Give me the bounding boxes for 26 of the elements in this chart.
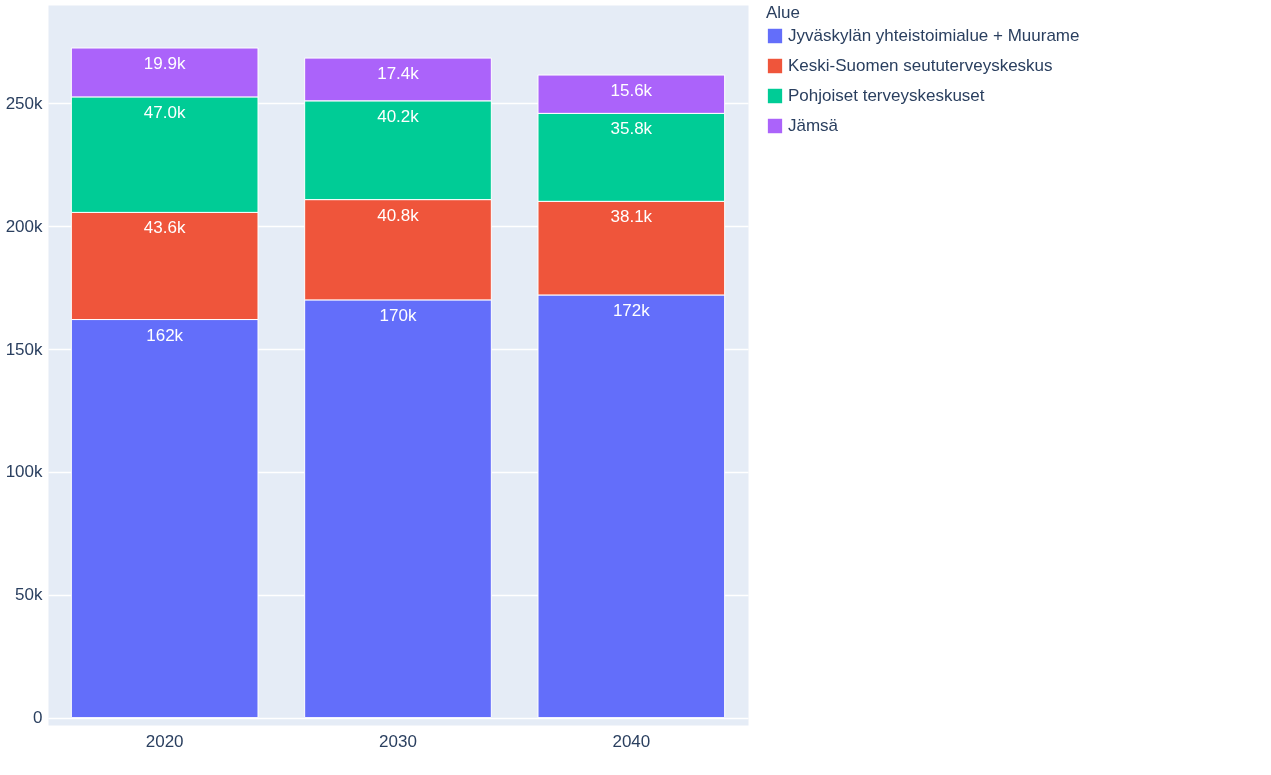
- legend-label: Jyväskylän yhteistoimialue + Muurame: [788, 26, 1080, 45]
- legend-label: Keski-Suomen seututerveyskeskus: [788, 56, 1053, 75]
- data-label: 43.6k: [143, 218, 186, 238]
- data-label: 172k: [612, 300, 651, 320]
- y-tick-label: 0: [33, 708, 43, 728]
- x-tick-label: 2020: [145, 731, 184, 751]
- data-label: 47.0k: [143, 102, 186, 122]
- data-label: 40.2k: [377, 106, 420, 126]
- data-label: 17.4k: [377, 64, 420, 84]
- y-tick-label: 250k: [5, 93, 43, 113]
- x-tick-label: 2040: [612, 731, 651, 751]
- data-label: 162k: [146, 325, 184, 345]
- y-tick-label: 100k: [5, 462, 43, 482]
- data-label: 15.6k: [610, 81, 653, 101]
- data-label: 38.1k: [610, 207, 653, 227]
- y-tick-label: 150k: [5, 339, 43, 359]
- data-label: 170k: [379, 305, 417, 325]
- x-tick-label: 2030: [379, 731, 417, 751]
- y-tick-label: 200k: [5, 216, 43, 236]
- legend-label: Pohjoiset terveyskeskuset: [788, 86, 985, 105]
- legend-label: Jämsä: [788, 116, 839, 135]
- data-label: 35.8k: [610, 119, 653, 139]
- y-tick-label: 50k: [15, 585, 43, 605]
- data-label: 19.9k: [143, 54, 186, 73]
- legend-title: Alue: [766, 3, 801, 22]
- data-label: 40.8k: [377, 205, 420, 225]
